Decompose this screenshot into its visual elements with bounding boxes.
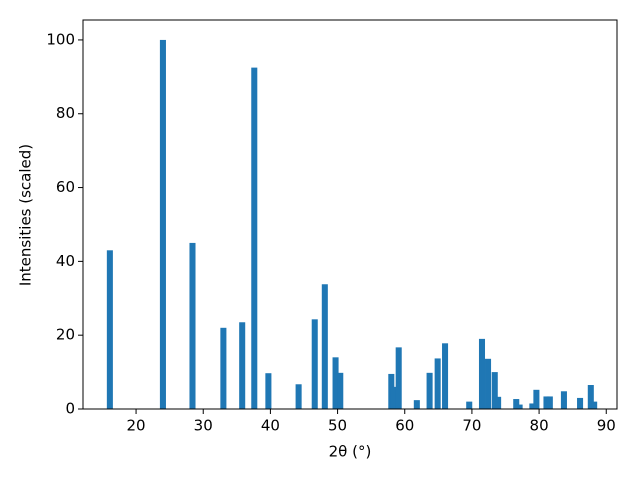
- bar: [390, 386, 398, 409]
- bar: [546, 396, 553, 409]
- x-tick-label: 50: [328, 417, 347, 435]
- bar: [516, 404, 523, 409]
- y-tick-label: 60: [56, 178, 75, 196]
- bar: [311, 319, 318, 409]
- bar: [265, 373, 272, 409]
- bar: [189, 242, 196, 409]
- bar: [491, 372, 498, 409]
- y-axis-label: Intensities (scaled): [17, 144, 35, 286]
- x-tick-label: 30: [194, 417, 213, 435]
- x-tick-label: 40: [261, 417, 280, 435]
- bar: [251, 67, 258, 410]
- bar: [434, 358, 441, 409]
- y-tick-label: 40: [56, 252, 75, 270]
- bar: [543, 396, 550, 409]
- bar: [321, 284, 328, 409]
- bar: [337, 372, 344, 409]
- bar: [529, 403, 536, 409]
- bar: [295, 384, 302, 409]
- bar: [485, 358, 492, 409]
- bar: [426, 372, 433, 409]
- bar: [478, 338, 486, 409]
- y-tick-label: 20: [56, 326, 75, 344]
- plot-frame: [82, 19, 618, 410]
- bar: [442, 343, 449, 409]
- bar: [560, 391, 567, 409]
- bar: [106, 250, 113, 409]
- x-tick-label: 90: [597, 417, 616, 435]
- y-tick-label: 0: [65, 400, 75, 418]
- x-tick-label: 70: [462, 417, 481, 435]
- bar: [220, 327, 227, 409]
- x-tick-label: 60: [395, 417, 414, 435]
- bar: [495, 396, 502, 409]
- bar: [587, 385, 594, 409]
- y-tick-label: 100: [46, 30, 75, 48]
- bar: [413, 400, 420, 409]
- bar: [533, 389, 540, 409]
- bar: [591, 401, 598, 409]
- y-tick-label: 80: [56, 104, 75, 122]
- bar: [395, 347, 402, 409]
- bar: [159, 39, 166, 410]
- bar: [466, 401, 473, 409]
- x-tick-label: 80: [530, 417, 549, 435]
- x-tick-label: 20: [127, 417, 146, 435]
- bar: [577, 397, 584, 409]
- bar: [513, 399, 520, 409]
- bar: [239, 322, 246, 409]
- bar: [332, 357, 339, 409]
- x-axis-label: 2θ (°): [329, 443, 372, 461]
